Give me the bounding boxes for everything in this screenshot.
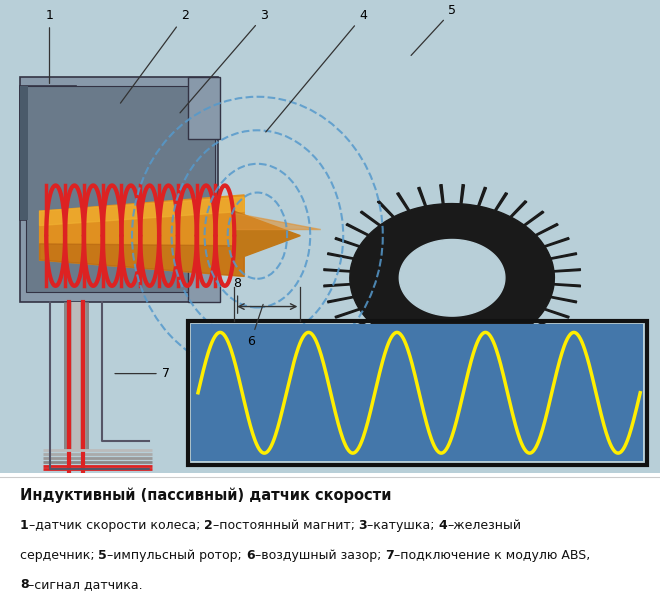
Bar [20,86,28,220]
Text: 3: 3 [180,9,268,113]
Text: 7: 7 [385,549,393,562]
Text: 4: 4 [266,9,367,132]
Text: –импульсный ротор;: –импульсный ротор; [107,549,246,562]
Text: 5: 5 [98,549,107,562]
Text: 4: 4 [439,519,447,533]
Polygon shape [324,184,580,371]
Text: –воздушный зазор;: –воздушный зазор; [255,549,385,562]
Text: 8: 8 [234,277,242,314]
Polygon shape [40,244,244,276]
Text: 1: 1 [20,519,28,533]
Polygon shape [40,195,244,276]
Bar [215,220,251,252]
Text: сердечник;: сердечник; [20,549,98,562]
Bar [188,239,220,302]
Bar [188,77,220,139]
Polygon shape [234,213,321,230]
Text: 2: 2 [204,519,213,533]
Text: 6: 6 [246,549,255,562]
Text: Индуктивный (пассивный) датчик скорости: Индуктивный (пассивный) датчик скорости [20,488,391,503]
Text: 6: 6 [247,305,263,348]
Bar [26,86,215,292]
Bar [20,77,218,302]
Polygon shape [399,240,505,316]
Text: 8: 8 [20,578,28,591]
Bar [191,324,644,461]
Text: 5: 5 [411,4,456,55]
Text: 7: 7 [115,367,170,380]
Text: –постоянный магнит;: –постоянный магнит; [213,519,358,533]
Polygon shape [40,197,244,226]
Text: –железный: –железный [447,519,521,533]
Text: –подключение к модулю ABS,: –подключение к модулю ABS, [393,549,590,562]
Text: 2: 2 [120,9,189,103]
Text: –сигнал датчика.: –сигнал датчика. [28,578,143,591]
Polygon shape [234,211,300,260]
Text: 3: 3 [358,519,368,533]
Bar [20,86,76,220]
Text: 1: 1 [46,9,53,83]
Text: –катушка;: –катушка; [368,519,439,533]
Text: –датчик скорости колеса;: –датчик скорости колеса; [28,519,204,533]
